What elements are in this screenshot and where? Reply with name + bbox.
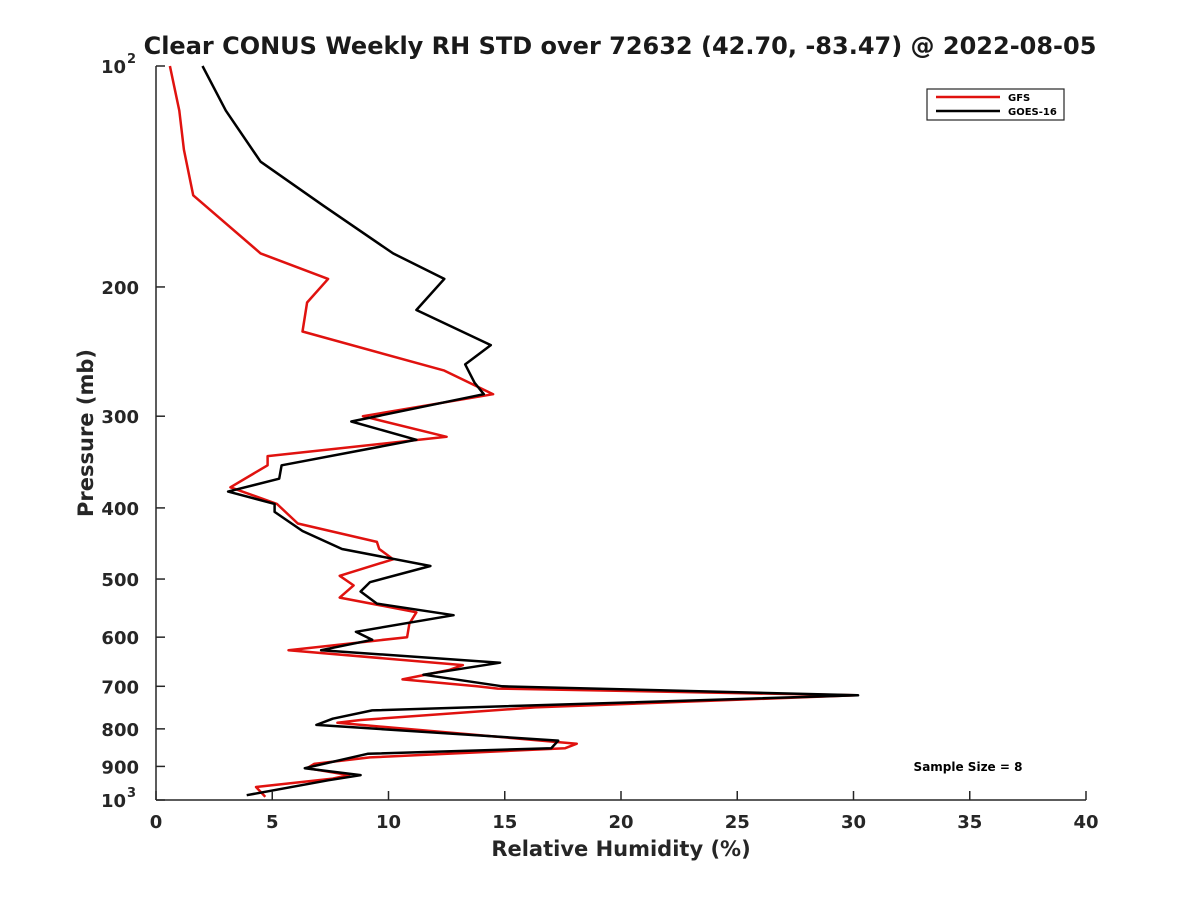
series-line-goes16	[201, 65, 860, 797]
x-tick-label: 5	[266, 812, 279, 833]
y-tick-label: 500	[101, 570, 139, 591]
legend: GFS GOES-16	[926, 88, 1065, 121]
x-tick-label: 40	[1073, 812, 1098, 833]
y-tick-label: 10	[101, 791, 126, 812]
x-tick-label: 10	[376, 812, 401, 833]
y-tick-label: 700	[101, 677, 139, 698]
chart-title: Clear CONUS Weekly RH STD over 72632 (42…	[144, 32, 1097, 60]
series-line-gfs	[168, 65, 858, 798]
y-tick-label: 900	[101, 757, 139, 778]
legend-box	[926, 88, 1065, 121]
y-tick-label: 300	[101, 407, 139, 428]
x-axis-label: Relative Humidity (%)	[491, 837, 750, 861]
y-tick-label: 10	[101, 57, 126, 78]
y-tick-label: 600	[101, 628, 139, 649]
x-tick-label: 0	[150, 812, 163, 833]
x-tick-label: 35	[957, 812, 982, 833]
x-tick-label: 30	[841, 812, 866, 833]
y-tick-label: 200	[101, 278, 139, 299]
sample-size-annotation: Sample Size = 8	[914, 760, 1023, 774]
y-axis-label: Pressure (mb)	[74, 349, 98, 517]
y-tick-exponent: 3	[127, 786, 136, 801]
x-tick-label: 15	[492, 812, 517, 833]
y-tick-label: 800	[101, 720, 139, 741]
series-layer	[168, 65, 860, 798]
x-tick-label: 25	[725, 812, 750, 833]
legend-label-goes16: GOES-16	[1008, 107, 1057, 118]
y-tick-exponent: 2	[127, 52, 136, 67]
x-tick-label: 20	[608, 812, 633, 833]
x-axis-ticks: 0 5 10 15 20 25 30 35 40	[150, 791, 1099, 833]
legend-label-gfs: GFS	[1008, 93, 1030, 104]
y-tick-label: 400	[101, 499, 139, 520]
